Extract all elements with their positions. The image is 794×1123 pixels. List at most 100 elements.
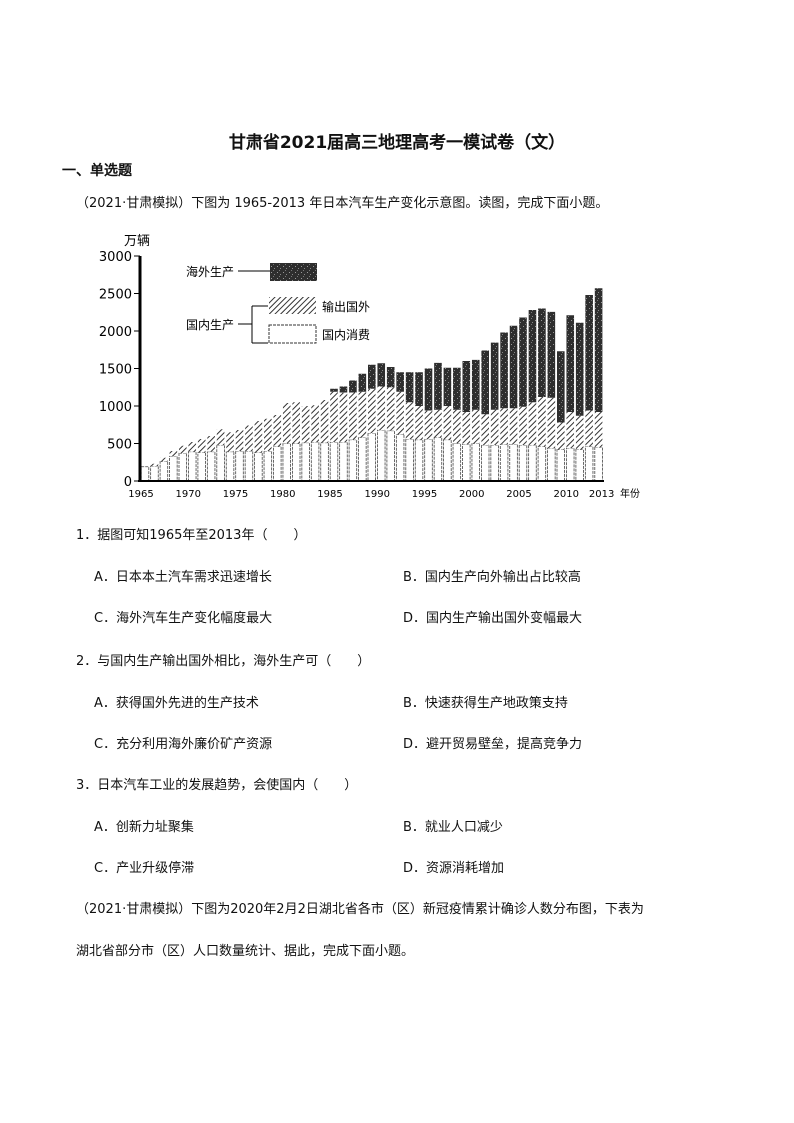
bar-domestic <box>254 452 263 482</box>
x-tick-label: 2013 <box>589 489 614 500</box>
bar-domestic <box>575 449 584 482</box>
bar-export <box>160 457 168 462</box>
bar-export <box>547 397 556 448</box>
bar-overseas <box>500 332 508 409</box>
legend-export-label: 输出国外 <box>322 299 370 314</box>
bar-overseas <box>538 308 546 397</box>
bar-overseas <box>490 342 499 410</box>
bar-export <box>434 409 442 438</box>
bar-domestic <box>367 432 376 482</box>
x-tick-label: 2000 <box>459 489 484 500</box>
bar-domestic <box>178 452 187 482</box>
bar-export <box>424 410 433 439</box>
bar-overseas <box>519 317 527 407</box>
bar-domestic <box>556 449 565 482</box>
bar-overseas <box>462 361 471 412</box>
bar-overseas <box>547 311 556 398</box>
bar-domestic <box>225 451 235 482</box>
bar-export <box>415 406 423 440</box>
bar-export <box>245 425 253 451</box>
answer-option: D．国内生产输出国外变幅最大 <box>403 611 583 626</box>
bar-domestic <box>140 466 150 482</box>
bar-overseas <box>424 368 433 411</box>
bar-export <box>339 392 348 442</box>
intro-paragraph-1: （2021·甘肃模拟）下图为 1965-2013 年日本汽车生产变化示意图。读图… <box>76 196 609 211</box>
bar-overseas <box>377 363 386 387</box>
legend-bracket <box>238 305 268 344</box>
x-tick-label: 1970 <box>176 489 201 500</box>
bar-overseas <box>434 362 442 410</box>
section-heading: 一、单选题 <box>62 163 132 179</box>
bar-overseas <box>339 386 348 393</box>
answer-option: B．快速获得生产地政策支持 <box>403 696 568 711</box>
bar-export <box>368 388 376 433</box>
y-tick-label: 2500 <box>99 288 132 303</box>
bar-export <box>462 412 471 445</box>
bar-overseas <box>443 367 452 406</box>
bar-export <box>528 402 537 445</box>
y-tick-label: 1000 <box>99 400 132 415</box>
bar-domestic <box>518 444 528 482</box>
bar-overseas <box>557 351 565 423</box>
answer-option: C．产业升级停滞 <box>94 861 195 876</box>
answer-option: D．避开贸易壁垒，提高竞争力 <box>403 737 583 752</box>
x-tick-label: 1965 <box>128 489 153 500</box>
y-axis-label: 万辆 <box>124 234 150 249</box>
y-tick-label: 0 <box>124 475 132 490</box>
bar-export <box>282 403 291 444</box>
question-stem: 1．据图可知1965年至2013年（ ） <box>76 528 307 543</box>
bar-export <box>207 436 215 452</box>
bar-domestic <box>159 461 169 482</box>
bar-overseas <box>566 315 575 412</box>
bar-overseas <box>386 367 395 388</box>
bar-domestic <box>291 443 301 482</box>
bar-overseas <box>396 372 404 392</box>
bar-domestic <box>443 439 452 482</box>
bar-domestic <box>471 443 480 482</box>
question-stem: 3．日本汽车工业的发展趋势，会使国内（ ） <box>76 778 358 793</box>
legend-overseas-label: 海外生产 <box>186 264 234 279</box>
legend-domestic-swatch <box>268 324 317 344</box>
bar-domestic <box>405 438 414 482</box>
bar-domestic <box>216 444 225 482</box>
x-tick-label: 1995 <box>412 489 437 500</box>
bar-domestic <box>310 441 320 482</box>
bar-domestic <box>490 444 499 482</box>
bar-domestic <box>150 465 159 482</box>
bar-domestic <box>301 442 310 482</box>
page-title: 甘肃省2021届高三地理高考一模试卷（文） <box>228 133 566 153</box>
bar-domestic <box>377 429 386 482</box>
bar-export <box>443 406 452 440</box>
intro-paragraph-2-line-1: （2021·甘肃模拟）下图为2020年2月2日湖北省各市（区）新冠疫情累计确诊人… <box>76 902 644 917</box>
bar-domestic <box>566 447 575 482</box>
x-tick-label: 2005 <box>506 489 531 500</box>
bar-domestic <box>480 444 490 482</box>
bar-export <box>519 406 527 445</box>
bar-domestic <box>537 446 547 482</box>
bar-export <box>226 432 234 452</box>
bar-domestic <box>386 430 395 482</box>
legend-export-swatch <box>269 297 316 314</box>
bar-export <box>575 415 584 450</box>
bar-domestic <box>452 443 462 482</box>
bar-overseas <box>528 310 537 403</box>
bar-domestic <box>169 455 178 482</box>
bar-domestic <box>433 437 443 482</box>
legend: 海外生产 国内生产 输出国外 国内消费 <box>186 263 370 344</box>
bar-domestic <box>339 441 348 482</box>
y-tick-label: 3000 <box>99 250 132 265</box>
answer-option: A．创新力址聚集 <box>94 820 194 835</box>
bar-domestic <box>320 442 329 482</box>
bar-domestic <box>244 450 254 482</box>
bar-export <box>538 397 546 447</box>
bar-domestic <box>395 434 405 482</box>
bar-domestic <box>424 438 433 482</box>
bar-domestic <box>329 441 339 482</box>
bar-export <box>471 409 480 444</box>
x-tick-label: 1985 <box>317 489 342 500</box>
bar-export <box>500 408 508 445</box>
bar-domestic <box>509 443 518 482</box>
answer-option: C．海外汽车生产变化幅度最大 <box>94 611 273 626</box>
answer-option: D．资源消耗增加 <box>403 861 505 876</box>
bar-export <box>594 412 603 448</box>
